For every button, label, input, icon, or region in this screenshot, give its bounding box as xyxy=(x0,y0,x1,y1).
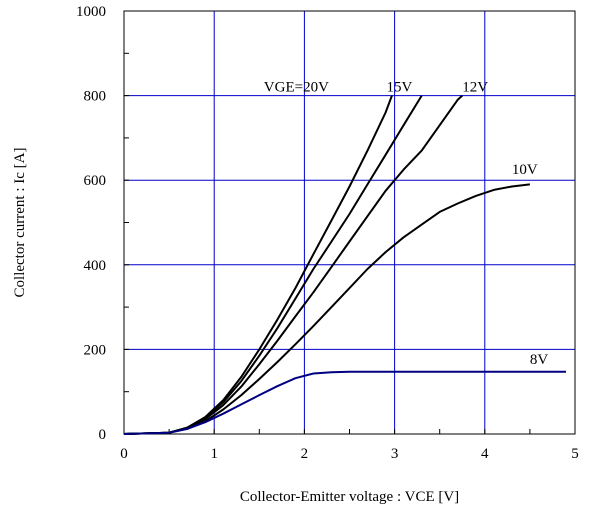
x-tick-label: 0 xyxy=(120,446,128,462)
x-tick-label: 4 xyxy=(481,446,489,462)
y-tick-label: 600 xyxy=(84,173,107,189)
x-axis-title: Collector-Emitter voltage : VCE [V] xyxy=(240,489,459,505)
axis-ticks xyxy=(123,10,576,435)
x-tick-label: 5 xyxy=(571,446,579,462)
series-label: 15V xyxy=(386,79,412,95)
series-label: VGE=20V xyxy=(264,79,329,95)
grid-lines xyxy=(124,11,575,434)
y-tick-label: 200 xyxy=(84,342,107,358)
x-tick-label: 2 xyxy=(301,446,309,462)
y-tick-label: 800 xyxy=(84,89,107,105)
y-tick-label: 0 xyxy=(99,427,107,443)
series-label: 10V xyxy=(512,162,538,178)
series-label: 12V xyxy=(462,79,488,95)
y-axis-title: Collector current : Ic [A] xyxy=(12,148,28,298)
y-tick-label: 1000 xyxy=(76,4,106,20)
plot-frame xyxy=(123,10,576,435)
series-line xyxy=(123,94,463,435)
series-labels: VGE=20V 15V 12V 10V 8V xyxy=(264,79,549,368)
series-line xyxy=(123,183,531,435)
tick-labels: 0 1 2 3 4 5 0 200 400 600 800 1000 xyxy=(76,4,579,462)
series-lines xyxy=(123,94,566,435)
series-label: 8V xyxy=(530,352,549,368)
x-tick-label: 3 xyxy=(391,446,399,462)
x-tick-label: 1 xyxy=(210,446,218,462)
y-tick-label: 400 xyxy=(84,258,107,274)
series-line xyxy=(123,370,566,435)
